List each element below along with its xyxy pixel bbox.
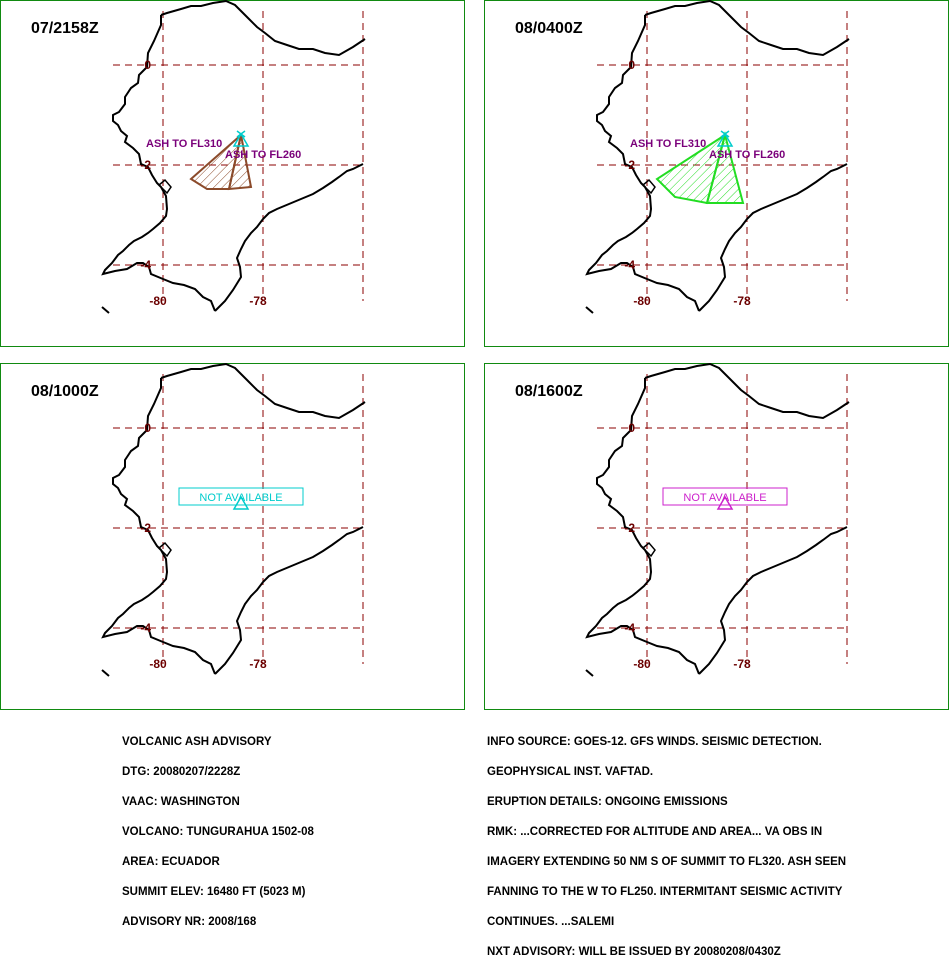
latitude-label: -4 xyxy=(624,258,635,272)
longitude-label: -78 xyxy=(249,294,267,308)
island-outline xyxy=(641,541,656,558)
advisory-line: INFO SOURCE: GOES-12. GFS WINDS. SEISMIC… xyxy=(487,736,822,748)
longitude-label: -80 xyxy=(633,657,651,671)
longitude-label: -80 xyxy=(633,294,651,308)
advisory-line: ERUPTION DETAILS: ONGOING EMISSIONS xyxy=(487,796,728,808)
volcano-marker-icon xyxy=(236,130,246,138)
map-panel-1: 0 -2 -4 -80 -78 ASH TO FL310 ASH TO FL260 07/2… xyxy=(0,0,465,347)
panel-time-label: 08/1600Z xyxy=(515,383,583,400)
status-text: NOT AVAILABLE xyxy=(683,492,766,504)
longitude-label: -80 xyxy=(149,294,167,308)
coastline-fragment xyxy=(585,669,594,677)
border-line xyxy=(644,362,850,420)
latitude-label: 0 xyxy=(628,421,635,435)
ash-cloud-polygon xyxy=(705,131,745,204)
panel-time-label: 08/0400Z xyxy=(515,20,583,37)
ash-altitude-label: ASH TO FL260 xyxy=(709,149,785,161)
panel-time-label: 07/2158Z xyxy=(31,20,99,37)
longitude-label: -78 xyxy=(733,657,751,671)
advisory-line: GEOPHYSICAL INST. VAFTAD. xyxy=(487,766,654,778)
ash-cloud-polygon xyxy=(227,134,253,191)
advisory-line: FANNING TO THE W TO FL250. INTERMITANT S… xyxy=(487,886,843,898)
latitude-label: -2 xyxy=(624,158,635,172)
advisory-line: AREA: ECUADOR xyxy=(122,856,220,868)
map-panel-2: 0 -2 -4 -80 -78 ASH TO FL310 ASH TO FL260 08/0… xyxy=(484,0,949,347)
advisory-line: VOLCANIC ASH ADVISORY xyxy=(122,736,272,748)
advisory-line: CONTINUES. ...SALEMI xyxy=(487,916,615,928)
coastline-fragment xyxy=(101,306,110,314)
advisory-line: VOLCANO: TUNGURAHUA 1502-08 xyxy=(122,826,314,838)
longitude-label: -78 xyxy=(249,657,267,671)
border-line xyxy=(214,526,364,675)
status-text: NOT AVAILABLE xyxy=(199,492,282,504)
advisory-line: DTG: 20080207/2228Z xyxy=(122,766,241,778)
advisory-line: ADVISORY NR: 2008/168 xyxy=(122,916,257,928)
volcano-marker-icon xyxy=(716,495,734,510)
border-line xyxy=(644,0,850,57)
latitude-label: -4 xyxy=(140,258,151,272)
map-panel-4: 0 -2 -4 -80 -78 NOT AVAILABLE 08/1600Z xyxy=(484,362,949,710)
latitude-label: -2 xyxy=(140,158,151,172)
advisory-header-block: VOLCANIC ASH ADVISORY DTG: 20080207/2228… xyxy=(122,717,314,937)
advisory-line: VAAC: WASHINGTON xyxy=(122,796,240,808)
latitude-label: -4 xyxy=(624,621,635,635)
panel-time-label: 08/1000Z xyxy=(31,383,99,400)
border-line xyxy=(160,0,366,57)
latitude-label: 0 xyxy=(144,421,151,435)
volcano-marker-icon xyxy=(716,132,734,147)
map-canvas: 0 -2 -4 -80 -78 NOT AVAILABLE xyxy=(101,362,366,677)
island-outline xyxy=(157,541,172,558)
volcano-marker-icon xyxy=(232,495,250,510)
longitude-label: -78 xyxy=(733,294,751,308)
ash-altitude-label: ASH TO FL260 xyxy=(225,149,301,161)
coastline xyxy=(101,378,216,675)
border-line xyxy=(160,362,366,420)
coastline xyxy=(585,378,700,675)
status-box xyxy=(178,487,304,506)
advisory-line: NXT ADVISORY: WILL BE ISSUED BY 20080208… xyxy=(487,946,781,958)
border-line xyxy=(214,163,364,312)
advisory-line: SUMMIT ELEV: 16480 FT (5023 M) xyxy=(122,886,306,898)
advisory-line: IMAGERY EXTENDING 50 NM S OF SUMMIT TO F… xyxy=(487,856,847,868)
status-box xyxy=(662,487,788,506)
volcano-marker-icon xyxy=(720,130,730,138)
coastline-fragment xyxy=(585,306,594,314)
ash-altitude-label: ASH TO FL310 xyxy=(146,138,222,150)
advisory-details-block: INFO SOURCE: GOES-12. GFS WINDS. SEISMIC… xyxy=(487,717,846,967)
island-outline xyxy=(157,178,172,195)
longitude-label: -80 xyxy=(149,657,167,671)
border-line xyxy=(698,526,848,675)
ash-altitude-label: ASH TO FL310 xyxy=(630,138,706,150)
map-canvas: 0 -2 -4 -80 -78 NOT AVAILABLE xyxy=(585,362,850,677)
latitude-label: -2 xyxy=(624,521,635,535)
volcano-marker-icon xyxy=(232,132,250,147)
coastline xyxy=(585,15,700,312)
coastline xyxy=(101,15,216,312)
latitude-label: -4 xyxy=(140,621,151,635)
island-outline xyxy=(641,178,656,195)
latitude-label: 0 xyxy=(144,58,151,72)
map-panel-3: 0 -2 -4 -80 -78 NOT AVAILABLE 08/1000Z xyxy=(0,362,465,710)
border-line xyxy=(698,163,848,312)
advisory-line: RMK: ...CORRECTED FOR ALTITUDE AND AREA.… xyxy=(487,826,823,838)
latitude-label: -2 xyxy=(140,521,151,535)
coastline-fragment xyxy=(101,669,110,677)
latitude-label: 0 xyxy=(628,58,635,72)
